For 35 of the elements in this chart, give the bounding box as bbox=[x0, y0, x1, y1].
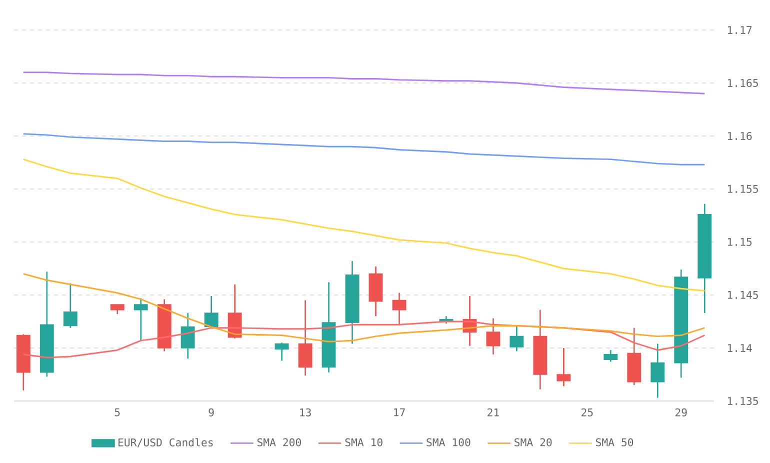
legend-label: SMA 100 bbox=[426, 438, 470, 446]
x-tick-label: 29 bbox=[675, 408, 687, 416]
candlestick bbox=[650, 343, 665, 398]
candlestick bbox=[556, 347, 571, 387]
x-tick-label: 17 bbox=[394, 408, 405, 416]
legend-label: SMA 10 bbox=[345, 438, 382, 446]
candlestick bbox=[134, 298, 148, 342]
x-tick-label: 21 bbox=[488, 408, 499, 416]
y-tick-label: 1.145 bbox=[728, 291, 758, 299]
x-tick-label: 9 bbox=[208, 408, 214, 416]
candlestick bbox=[298, 300, 312, 376]
candlestick bbox=[392, 292, 406, 326]
candlestick bbox=[63, 282, 78, 329]
y-tick-label: 1.17 bbox=[728, 26, 752, 34]
candlestick bbox=[510, 325, 524, 352]
x-tick-label: 5 bbox=[114, 408, 120, 416]
legend-label: SMA 20 bbox=[514, 438, 552, 446]
candlestick bbox=[110, 304, 124, 315]
x-tick-label: 13 bbox=[300, 408, 311, 416]
x-tick-label: 25 bbox=[582, 408, 593, 416]
candlestick bbox=[274, 342, 289, 362]
line-series bbox=[22, 158, 706, 292]
candlestick bbox=[604, 349, 618, 362]
y-tick-label: 1.15 bbox=[728, 238, 752, 246]
y-tick-label: 1.155 bbox=[728, 185, 758, 193]
y-tick-label: 1.16 bbox=[728, 132, 752, 140]
candlestick bbox=[204, 295, 218, 328]
candlestick bbox=[486, 318, 500, 356]
y-tick-label: 1.165 bbox=[728, 78, 758, 88]
y-tick-label: 1.14 bbox=[728, 344, 752, 352]
legend-label: SMA 200 bbox=[257, 438, 301, 446]
legend-label: EUR/USD Candles bbox=[118, 438, 213, 448]
y-tick-label: 1.135 bbox=[728, 396, 758, 406]
legend-label: SMA 50 bbox=[596, 438, 634, 446]
candlestick bbox=[180, 312, 195, 360]
